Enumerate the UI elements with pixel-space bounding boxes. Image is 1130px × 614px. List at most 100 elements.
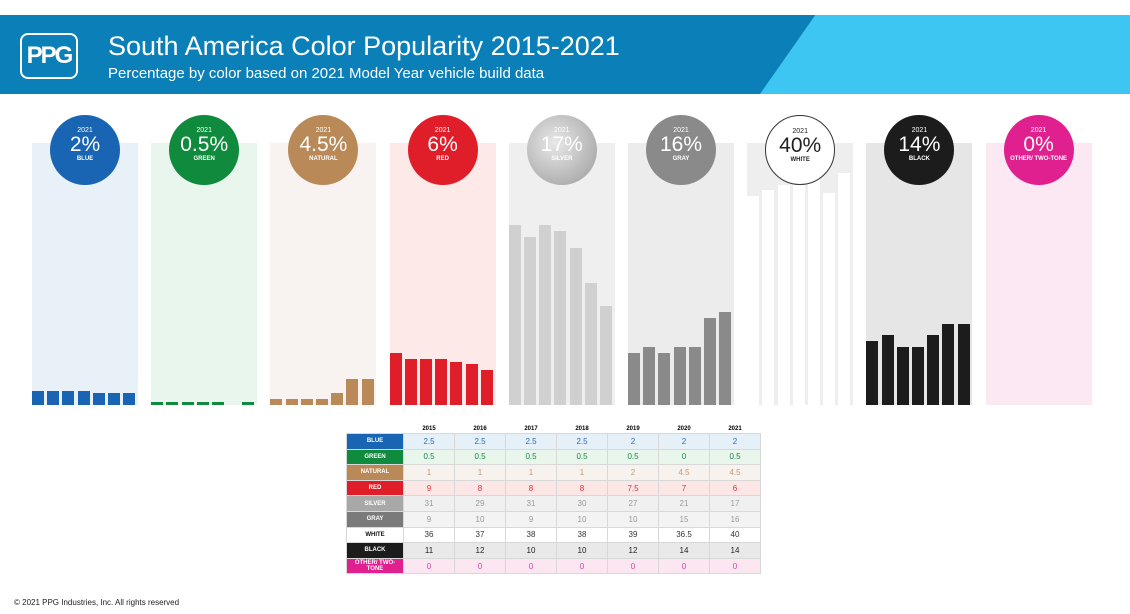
table-cell: 0 [709,557,761,575]
bar-gray-2015 [628,352,640,405]
bar-gray-2018 [673,347,686,405]
table-cell: 27 [607,495,659,512]
bar-red-2018 [435,358,448,405]
bar-black-2015 [866,341,879,405]
bar-gray-2020 [704,318,716,405]
table-cell: 0.5 [403,448,455,466]
bar-gray-2021 [719,312,732,405]
row-label: NATURAL [346,464,404,481]
bar-silver-2018 [554,231,567,405]
table-cell: 17 [709,495,761,512]
table-row: GRAY 9 10 9 10 10 15 16 [346,510,761,528]
bar-natural-2021 [361,378,374,405]
panel-2 [270,143,377,405]
row-label: RED [346,479,404,497]
table-cell: 2 [709,433,761,450]
page-title: South America Color Popularity 2015-2021 [108,31,620,61]
circle-year: 2021 [554,127,570,134]
circle-year: 2021 [434,127,451,134]
circle-color-name: RED [436,156,449,162]
bar-white-2019 [808,178,820,405]
table-cell: 9 [403,510,455,528]
table-cell: 8 [556,479,608,497]
bar-white-2021 [838,173,851,405]
table-row: GREEN 0.5 0.5 0.5 0.5 0.5 0 0.5 [346,448,761,466]
bar-red-2021 [480,370,493,405]
circle-color-name: GREEN [193,156,215,162]
table-cell: 10 [505,542,557,559]
row-label: GRAY [346,510,404,528]
bar-natural-2020 [346,378,359,405]
table-cell: 10 [454,510,506,528]
bar-gray-2019 [688,347,701,405]
table-cell: 0.5 [505,448,557,466]
bar-blue-2021 [123,393,136,405]
bar-red-2019 [450,361,463,405]
row-label: BLACK [346,542,404,559]
table-cell: 37 [454,526,506,544]
bar-silver-2017 [539,225,552,405]
table-cell: 2.5 [556,433,608,450]
header-banner: PPG South America Color Popularity 2015-… [0,15,1130,94]
table-cell: 0.5 [709,448,761,466]
table-cell: 38 [505,526,557,544]
circle-color-name: WHITE [790,157,810,163]
bar-natural-2016 [285,399,298,405]
page-subtitle: Percentage by color based on 2021 Model … [108,65,545,82]
year-header: 2016 [473,425,487,432]
table-cell: 8 [505,479,557,497]
circle-year: 2021 [196,127,212,134]
bar-silver-2016 [524,236,536,405]
circle-color-name: BLUE [76,156,94,162]
table-cell: 39 [607,526,659,544]
table-cell: 2.5 [403,433,455,450]
table-row: BLACK 11 12 10 10 12 14 14 [346,542,761,559]
table-cell: 1 [403,464,455,481]
row-label: OTHER/ TWO-TONE [346,557,404,575]
circle-0: 2021 2% BLUE [50,115,120,185]
bar-natural-2019 [331,393,344,405]
table-cell: 2.5 [505,433,557,450]
circle-year: 2021 [77,127,93,134]
bar-red-2020 [465,364,478,405]
table-cell: 7 [658,479,710,497]
bar-gray-2016 [643,347,656,405]
circle-percent: 6% [427,133,458,156]
circle-1: 2021 0.5% GREEN [169,115,240,185]
table-row: WHITE 36 37 38 38 39 36.5 40 [346,526,761,544]
table-cell: 0.5 [607,448,659,466]
row-label: WHITE [346,526,404,544]
bar-blue-2015 [32,390,44,405]
circle-year: 2021 [1030,127,1047,134]
circle-color-name: GRAY [672,156,690,162]
year-header: 2020 [677,425,691,432]
bar-green-2021 [242,402,255,405]
table-cell: 0 [607,557,659,575]
bar-blue-2020 [108,393,120,405]
table-cell: 31 [505,495,557,512]
bar-white-2017 [777,184,790,405]
table-cell: 10 [607,510,659,528]
table-cell: 10 [556,510,608,528]
bar-red-2015 [389,352,402,405]
table-cell: 10 [556,542,608,559]
table-cell: 14 [709,542,761,559]
year-header: 2015 [422,425,436,432]
circle-5: 2021 16% GRAY [646,115,716,185]
table-cell: 12 [607,542,659,559]
table-cell: 0 [403,557,455,575]
table-cell: 14 [658,542,710,559]
circle-color-name: SILVER [551,156,573,162]
bar-silver-2020 [584,283,597,405]
table-cell: 1 [556,464,608,481]
table-cell: 31 [403,495,455,512]
bar-silver-2015 [508,225,521,405]
table-cell: 8 [454,479,506,497]
table-cell: 15 [658,510,710,528]
bar-blue-2017 [62,390,75,405]
table-cell: 0.5 [556,448,608,466]
bar-white-2016 [762,190,775,405]
table-cell: 0.5 [454,448,506,466]
circle-percent: 40% [779,134,822,157]
year-header: 2021 [728,425,742,432]
